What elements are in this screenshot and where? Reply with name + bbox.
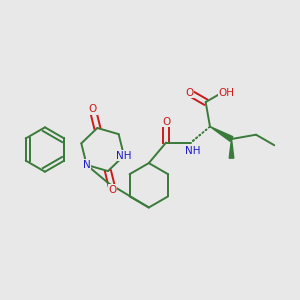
Text: O: O <box>162 116 170 127</box>
Text: O: O <box>185 88 193 98</box>
Text: O: O <box>88 104 97 114</box>
Text: N: N <box>83 160 91 170</box>
Polygon shape <box>202 132 204 133</box>
Text: NH: NH <box>185 146 201 156</box>
Polygon shape <box>210 127 233 141</box>
Text: O: O <box>108 185 117 195</box>
Polygon shape <box>229 139 234 158</box>
Polygon shape <box>193 140 194 141</box>
Text: OH: OH <box>219 88 235 98</box>
Polygon shape <box>199 134 201 136</box>
Text: NH: NH <box>116 151 132 161</box>
Polygon shape <box>196 137 197 139</box>
Polygon shape <box>205 129 207 130</box>
Polygon shape <box>208 127 210 128</box>
